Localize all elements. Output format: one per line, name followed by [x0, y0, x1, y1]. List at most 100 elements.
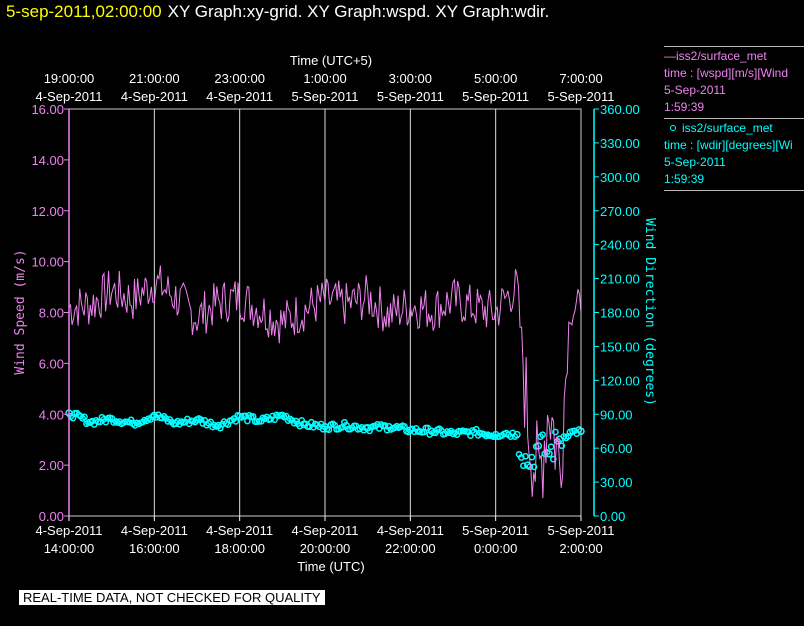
- x-bottom-tick-date: 4-Sep-2011: [36, 523, 103, 538]
- y-right-ticks: 0.00 30.00 60.00 90.00 120.00 150.00 180.00 210…: [594, 102, 640, 524]
- wdir-marker: [244, 417, 251, 425]
- x-bottom-tick-date: 5-Sep-2011: [462, 523, 529, 538]
- x-bottom-tick-time: 14:00:00: [44, 541, 95, 556]
- wdir-marker: [298, 417, 306, 424]
- wdir-marker: [552, 428, 559, 436]
- x-bottom-tick-time: 2:00:00: [559, 541, 602, 556]
- legend-divider: [664, 190, 804, 191]
- y-left-ticks: 0.00 2.00 4.00 6.00 8.00 10.00 12.00 14.00 16.00: [31, 102, 69, 524]
- legend-wspd-date: 5-Sep-2011: [664, 83, 726, 97]
- header-datetime: 5-sep-2011,02:00:00: [6, 2, 162, 21]
- x-top-tick-time: 7:00:00: [559, 71, 602, 86]
- y-left-axis-label: Wind Speed (m/s): [13, 249, 28, 374]
- legend-divider: [664, 46, 804, 47]
- x-bottom-tick-time: 0:00:00: [474, 541, 517, 556]
- wdir-marker: [547, 443, 555, 451]
- series-wspd-line: [68, 265, 582, 499]
- y-right-tick-label: 240.00: [600, 238, 640, 253]
- x-top-tick-time: 23:00:00: [214, 71, 265, 86]
- x-bottom-ticks: 4-Sep-2011 14:00:00 4-Sep-2011 16:00:00 4-Se…: [36, 516, 614, 556]
- wdir-marker: [469, 427, 476, 434]
- wdir-marker: [127, 416, 135, 424]
- y-right-tick-label: 300.00: [600, 170, 640, 185]
- legend-wspd-desc: time : [wspd][m/s][Wind: [664, 66, 789, 80]
- y-right-axis-label: Wind Direction (degrees): [642, 218, 657, 406]
- y-right-tick-label: 60.00: [600, 441, 633, 456]
- wdir-marker: [106, 414, 114, 422]
- y-right-tick-label: 210.00: [600, 272, 640, 287]
- y-right-tick-label: 90.00: [600, 407, 633, 422]
- legend-wspd-name: iss2/surface_met: [676, 49, 767, 63]
- wdir-marker: [81, 413, 88, 421]
- y-right-tick-label: 120.00: [600, 373, 640, 388]
- wdir-marker: [341, 418, 348, 426]
- y-left-tick-label: 14.00: [31, 153, 64, 168]
- wdir-marker: [383, 426, 391, 434]
- x-top-tick-time: 21:00:00: [129, 71, 180, 86]
- legend-wdir-name: iss2/surface_met: [682, 121, 773, 135]
- header-titles: XY Graph:xy-grid. XY Graph:wspd. XY Grap…: [167, 2, 550, 21]
- x-bottom-tick-time: 16:00:00: [129, 541, 180, 556]
- wdir-marker: [191, 418, 199, 426]
- y-right-tick-label: 180.00: [600, 306, 640, 321]
- wdir-marker: [296, 422, 304, 430]
- x-top-tick-date: 4-Sep-2011: [121, 89, 188, 104]
- wdir-marker: [424, 424, 432, 432]
- series-wdir: [65, 409, 585, 471]
- legend-wdir-desc: time : [wdir][degrees][Wi: [664, 138, 793, 152]
- y-right-tick-label: 270.00: [600, 204, 640, 219]
- x-bottom-axis-label: Time (UTC): [297, 559, 364, 574]
- legend-wdir-time: 1:59:39: [664, 172, 705, 186]
- y-left-tick-label: 12.00: [31, 204, 64, 219]
- y-left-tick-label: 0.00: [39, 509, 64, 524]
- header: 5-sep-2011,02:00:00 XY Graph:xy-grid. XY …: [6, 2, 549, 22]
- y-left-tick-label: 10.00: [31, 255, 64, 270]
- wdir-marker: [472, 425, 480, 433]
- x-bottom-tick-date: 4-Sep-2011: [377, 523, 444, 538]
- wdir-marker: [539, 431, 546, 439]
- wdir-marker: [490, 433, 498, 441]
- x-bottom-tick-time: 20:00:00: [300, 541, 351, 556]
- y-left-tick-label: 16.00: [31, 102, 64, 117]
- y-left-tick-label: 8.00: [39, 306, 64, 321]
- y-right-tick-label: 30.00: [600, 475, 633, 490]
- y-right-tick-label: 150.00: [600, 339, 640, 354]
- y-right-tick-label: 360.00: [600, 102, 640, 117]
- y-left-tick-label: 4.00: [39, 407, 64, 422]
- wdir-marker: [522, 452, 529, 460]
- quality-notice: REAL-TIME DATA, NOT CHECKED FOR QUALITY: [19, 590, 325, 605]
- x-top-tick-date: 5-Sep-2011: [292, 89, 359, 104]
- wdir-marker: [149, 413, 156, 421]
- x-top-tick-time: 1:00:00: [303, 71, 346, 86]
- legend-wdir-date: 5-Sep-2011: [664, 155, 726, 169]
- wdir-marker: [520, 462, 527, 470]
- wdir-marker: [564, 432, 572, 440]
- x-top-tick-date: 5-Sep-2011: [462, 89, 529, 104]
- wdir-marker: [558, 442, 566, 450]
- x-bottom-tick-time: 22:00:00: [385, 541, 436, 556]
- y-left-tick-label: 2.00: [39, 458, 64, 473]
- y-right-tick-label: 0.00: [600, 509, 625, 524]
- legend-wspd: —iss2/surface_met time : [wspd][m/s][Win…: [664, 46, 804, 116]
- x-top-tick-time: 5:00:00: [474, 71, 517, 86]
- y-left-tick-label: 6.00: [39, 356, 64, 371]
- wdir-marker: [530, 463, 538, 471]
- wdir-marker: [528, 453, 536, 461]
- x-bottom-tick-date: 4-Sep-2011: [292, 523, 359, 538]
- wdir-marker: [255, 418, 263, 425]
- legend-wspd-time: 1:59:39: [664, 100, 705, 114]
- y-right-tick-label: 330.00: [600, 136, 640, 151]
- x-top-tick-date: 5-Sep-2011: [377, 89, 444, 104]
- wdir-marker: [554, 437, 561, 445]
- legend-divider: [664, 118, 804, 119]
- legend-wdir-marker: [670, 125, 676, 131]
- wdir-marker: [575, 426, 583, 433]
- wdir-marker: [526, 463, 534, 471]
- x-top-axis-label: Time (UTC+5): [290, 53, 372, 68]
- x-top-tick-time: 3:00:00: [389, 71, 432, 86]
- wdir-marker: [232, 418, 240, 425]
- legend-wdir: iss2/surface_met time : [wdir][degrees][…: [664, 118, 804, 191]
- x-top-ticks: 19:00:00 4-Sep-2011 21:00:00 4-Sep-2011 23:0…: [36, 71, 615, 104]
- x-top-tick-date: 4-Sep-2011: [36, 89, 103, 104]
